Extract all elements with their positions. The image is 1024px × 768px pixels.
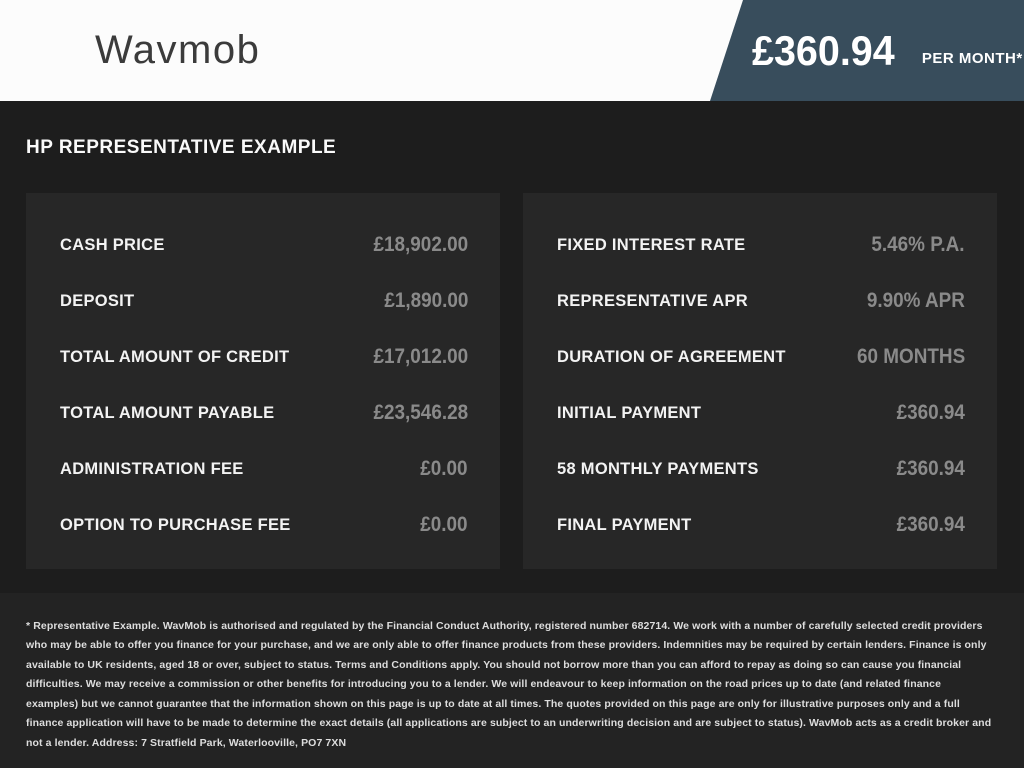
row-label-cash-price: CASH PRICE <box>60 235 165 254</box>
table-row: DURATION OF AGREEMENT 60 MONTHS <box>557 329 965 385</box>
row-value-total-credit: £17,012.00 <box>373 345 468 368</box>
finance-panels: CASH PRICE £18,902.00 DEPOSIT £1,890.00 … <box>26 193 997 569</box>
table-row: FINAL PAYMENT £360.94 <box>557 497 965 553</box>
row-label-interest-rate: FIXED INTEREST RATE <box>557 235 746 254</box>
row-value-cash-price: £18,902.00 <box>373 233 468 256</box>
table-row: TOTAL AMOUNT PAYABLE £23,546.28 <box>60 385 468 441</box>
table-row: 58 MONTHLY PAYMENTS £360.94 <box>557 441 965 497</box>
row-value-admin-fee: £0.00 <box>420 457 468 480</box>
row-value-deposit: £1,890.00 <box>383 289 468 312</box>
table-row: DEPOSIT £1,890.00 <box>60 273 468 329</box>
table-row: ADMINISTRATION FEE £0.00 <box>60 441 468 497</box>
row-value-interest-rate: 5.46% P.A. <box>871 233 965 256</box>
row-value-total-payable: £23,546.28 <box>373 401 468 424</box>
table-row: INITIAL PAYMENT £360.94 <box>557 385 965 441</box>
row-value-final-payment: £360.94 <box>896 513 965 536</box>
monthly-price-suffix: PER MONTH* <box>921 49 1023 67</box>
row-value-option-fee: £0.00 <box>420 513 468 536</box>
finance-panel-right: FIXED INTEREST RATE 5.46% P.A. REPRESENT… <box>523 193 997 569</box>
monthly-price: £360.94 <box>752 26 895 74</box>
disclaimer-text: * Representative Example. WavMob is auth… <box>26 620 992 749</box>
row-label-admin-fee: ADMINISTRATION FEE <box>60 459 244 478</box>
finance-panel-left: CASH PRICE £18,902.00 DEPOSIT £1,890.00 … <box>26 193 500 569</box>
table-row: OPTION TO PURCHASE FEE £0.00 <box>60 497 468 553</box>
wavmob-logo: Wavmob <box>95 28 261 72</box>
row-label-apr: REPRESENTATIVE APR <box>557 291 748 310</box>
row-value-monthly-payments: £360.94 <box>896 457 965 480</box>
table-row: FIXED INTEREST RATE 5.46% P.A. <box>557 217 965 273</box>
table-row: TOTAL AMOUNT OF CREDIT £17,012.00 <box>60 329 468 385</box>
row-value-apr: 9.90% APR <box>866 289 965 312</box>
row-label-monthly-payments: 58 MONTHLY PAYMENTS <box>557 459 759 478</box>
table-row: REPRESENTATIVE APR 9.90% APR <box>557 273 965 329</box>
monthly-price-banner: £360.94 PER MONTH* <box>710 0 1024 101</box>
header: Wavmob £360.94 PER MONTH* <box>0 0 1024 101</box>
row-label-initial-payment: INITIAL PAYMENT <box>557 403 702 422</box>
page-title: HP REPRESENTATIVE EXAMPLE <box>26 137 337 158</box>
row-label-duration: DURATION OF AGREEMENT <box>557 347 786 366</box>
row-label-final-payment: FINAL PAYMENT <box>557 515 692 534</box>
table-row: CASH PRICE £18,902.00 <box>60 217 468 273</box>
row-label-total-credit: TOTAL AMOUNT OF CREDIT <box>60 347 290 366</box>
row-value-duration: 60 MONTHS <box>856 345 965 368</box>
disclaimer-section: * Representative Example. WavMob is auth… <box>0 593 1024 768</box>
row-value-initial-payment: £360.94 <box>896 401 965 424</box>
row-label-deposit: DEPOSIT <box>60 291 135 310</box>
row-label-option-fee: OPTION TO PURCHASE FEE <box>60 515 291 534</box>
row-label-total-payable: TOTAL AMOUNT PAYABLE <box>60 403 275 422</box>
